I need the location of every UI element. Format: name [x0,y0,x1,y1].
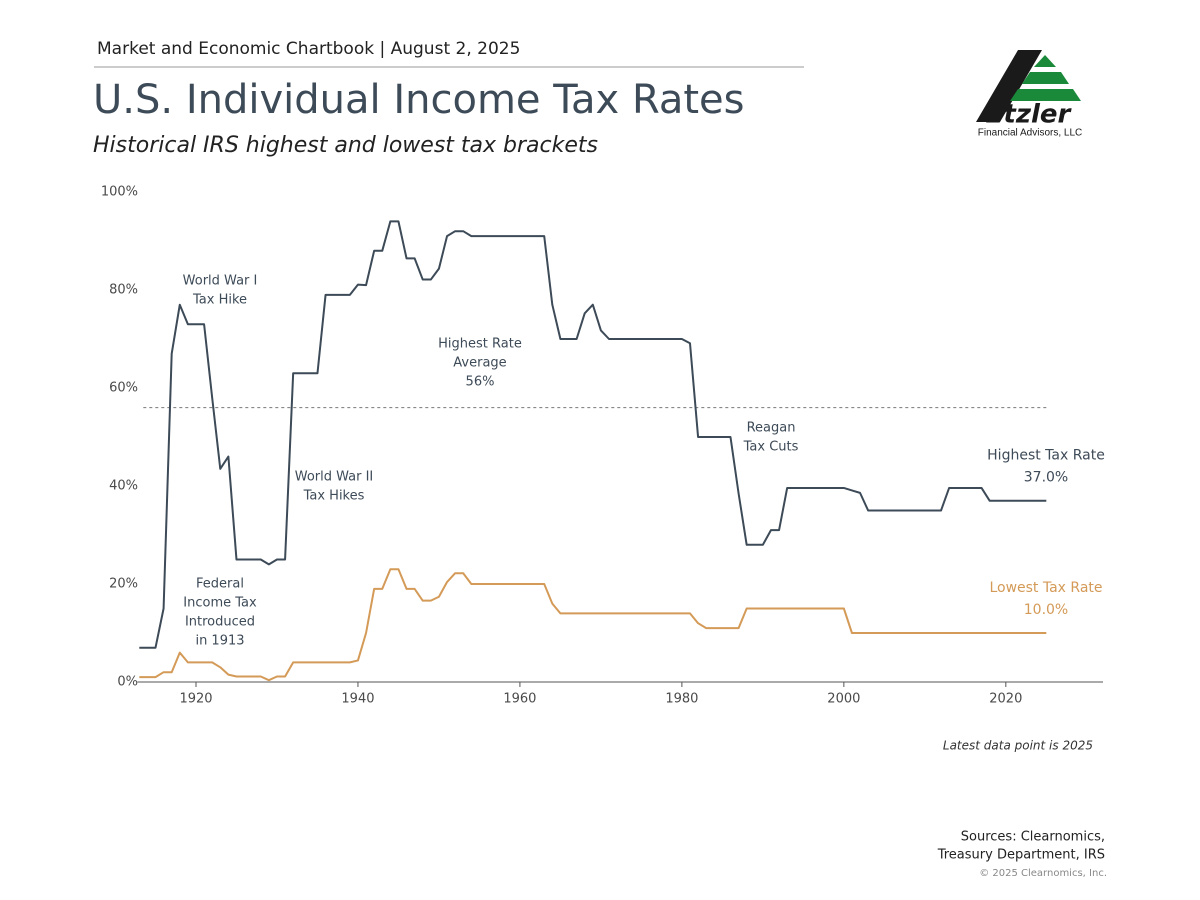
series-line [139,568,1047,682]
annotation: Tax Hike [192,293,247,308]
x-tick-label: 1980 [665,692,698,707]
x-tick-label: 1940 [341,692,374,707]
logo-text: Etzler [986,100,1073,130]
title: U.S. Individual Income Tax Rates [93,77,745,123]
logo-mark [1034,55,1056,67]
annotation: Tax Hikes [303,489,365,504]
annotation: Reagan [747,421,796,436]
annotation: Tax Cuts [743,440,799,455]
end-label: 37.0% [1024,470,1068,486]
x-tick-label: 2000 [827,692,860,707]
annotation: Introduced [185,615,255,630]
reference-label: 56% [466,375,495,390]
series-line [139,220,1047,649]
annotation: Income Tax [183,596,257,611]
plot: 0% 20% 40% 60% 80% 100% 1920 1940 1960 1980 2000 20… [101,185,1105,707]
kicker: Market and Economic Chartbook | August 2… [97,39,520,59]
y-tick-label: 100% [101,185,138,200]
footnote: Latest data point is 2025 [943,739,1093,753]
annotation: in 1913 [195,634,244,649]
series-label: Highest Tax Rate [987,448,1105,464]
y-tick-label: 60% [109,381,138,396]
x-tick-label: 1920 [179,692,212,707]
logo-mark [1022,72,1069,84]
y-tick-label: 40% [109,479,138,494]
logo-tagline: Financial Advisors, LLC [978,128,1083,139]
subtitle: Historical IRS highest and lowest tax br… [93,133,598,158]
series-label: Lowest Tax Rate [989,580,1102,596]
reference-label: Highest Rate [438,337,522,352]
end-label: 10.0% [1024,602,1068,618]
x-tick-label: 2020 [989,692,1022,707]
y-tick-label: 0% [117,675,138,690]
annotation: World War II [295,470,374,485]
logo-mark [1010,89,1081,101]
y-tick-label: 20% [109,577,138,592]
copyright: © 2025 Clearnomics, Inc. [979,868,1107,879]
logo-mark [976,50,1042,122]
reference-label: Average [453,356,506,371]
source: Treasury Department, IRS [937,848,1105,863]
y-tick-label: 80% [109,283,138,298]
logo: Etzler Financial Advisors, LLC [976,50,1082,139]
annotation: World War I [183,274,258,289]
source: Sources: Clearnomics, [961,830,1105,845]
annotation: Federal [196,577,244,592]
x-tick-label: 1960 [503,692,536,707]
